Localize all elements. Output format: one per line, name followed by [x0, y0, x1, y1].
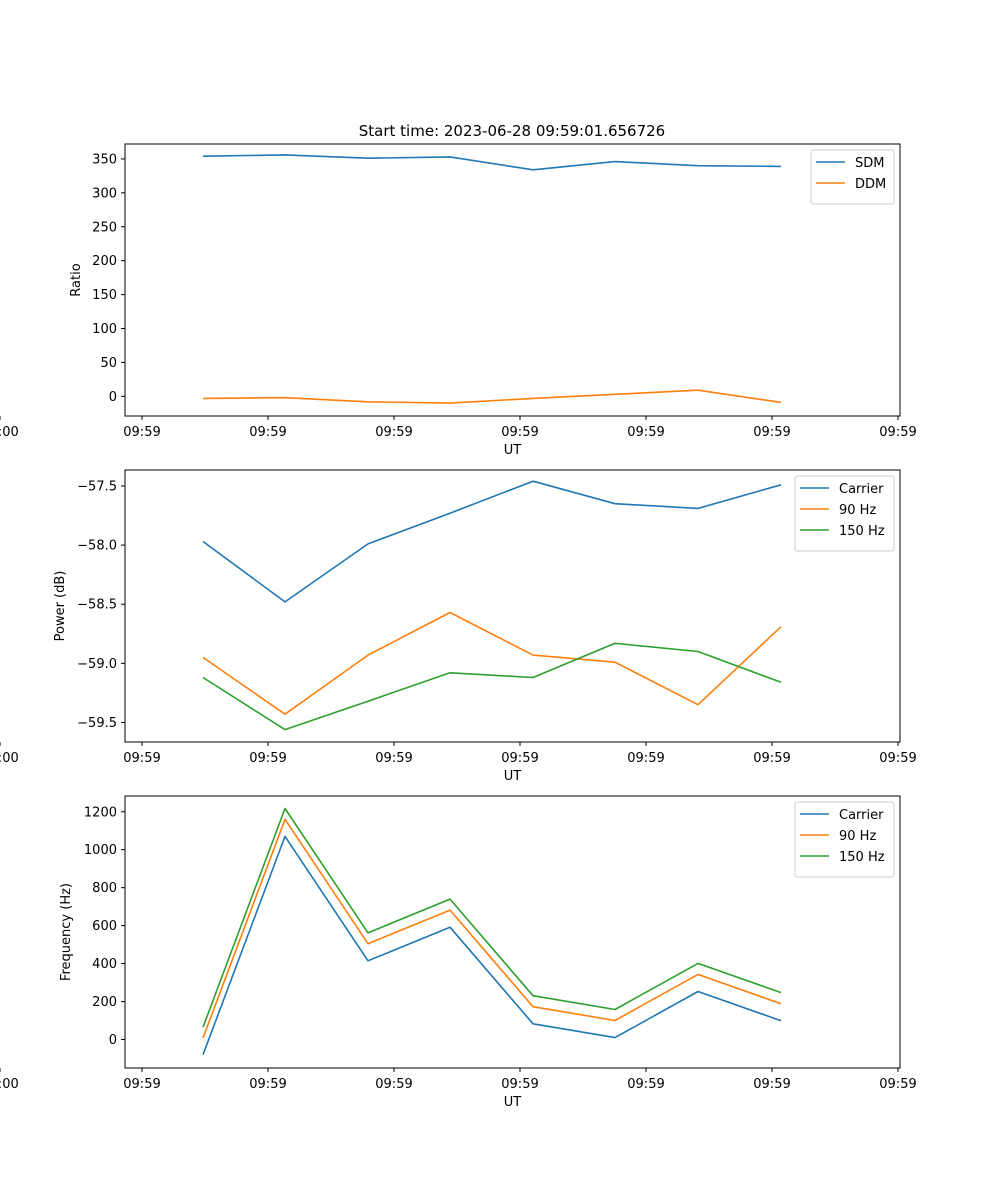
series-line-150-hz: [202, 807, 782, 1028]
legend-label: DDM: [855, 177, 886, 192]
y-tick-label: 0: [109, 390, 117, 405]
y-tick-label: 600: [92, 919, 117, 934]
y-tick-label: −58.5: [77, 598, 117, 613]
legend-label: 90 Hz: [839, 503, 876, 518]
x-tick-label: 09:59: [375, 1077, 412, 1092]
y-tick-label: −59.5: [77, 716, 117, 731]
series-line-90-hz: [202, 818, 782, 1039]
series-line-carrier: [202, 480, 782, 603]
x-tick-label: 09:59: [753, 425, 790, 440]
y-tick-label: −59.0: [77, 657, 117, 672]
y-tick-label: 350: [92, 152, 117, 167]
series-line-ddm: [202, 389, 782, 404]
y-tick-label: −57.5: [77, 479, 117, 494]
x-tick-label: 09:59: [123, 425, 160, 440]
y-tick-label: 800: [92, 881, 117, 896]
y-tick-label: 0: [109, 1033, 117, 1048]
x-tick-label: 09:59: [627, 1077, 664, 1092]
x-tick-label: 09:59: [375, 425, 412, 440]
x-tick-label: 09:59: [879, 425, 916, 440]
x-tick-label: 09:59: [501, 751, 538, 766]
y-axis-label: Frequency (Hz): [59, 883, 74, 981]
y-tick-label: 50: [100, 356, 117, 371]
y-axis-label: Ratio: [69, 263, 84, 296]
legend-label: 90 Hz: [839, 829, 876, 844]
y-tick-label: 300: [92, 186, 117, 201]
x-tick-label: 10:00: [0, 751, 19, 766]
x-tick-label: 09:59: [627, 425, 664, 440]
x-tick-label: 09:59: [375, 751, 412, 766]
legend-box: [810, 149, 895, 205]
series-line-carrier: [202, 835, 782, 1055]
x-tick-label: 09:59: [123, 751, 160, 766]
series-line-90-hz: [202, 611, 782, 716]
x-tick-label: 09:59: [753, 751, 790, 766]
legend-label: Carrier: [839, 808, 884, 823]
y-tick-label: 150: [92, 288, 117, 303]
y-tick-label: 400: [92, 957, 117, 972]
legend-label: 150 Hz: [839, 850, 885, 865]
legend-label: Carrier: [839, 482, 884, 497]
panels: 09:59 09:59 09:59 09:59 09:59 09:59 09:59 10:00…: [0, 143, 917, 1110]
panel-2: 09:59 09:59 09:59 09:59 09:59 09:59 09:59 10:00…: [0, 469, 917, 784]
x-tick-label: 09:59: [249, 1077, 286, 1092]
x-axis-label: UT: [504, 769, 522, 784]
plot-frame: [124, 143, 901, 417]
x-tick-label: 09:59: [249, 425, 286, 440]
legend-label: 150 Hz: [839, 524, 885, 539]
panel-3: 09:59 09:59 09:59 09:59 09:59 09:59 09:59 10:00…: [0, 795, 917, 1110]
legend-box: [794, 475, 895, 552]
x-tick-label: 09:59: [501, 425, 538, 440]
y-tick-label: 200: [92, 254, 117, 269]
x-axis-label: UT: [504, 1095, 522, 1110]
y-tick-label: 100: [92, 322, 117, 337]
y-tick-label: 200: [92, 995, 117, 1010]
y-tick-label: 1200: [84, 805, 117, 820]
x-tick-label: 09:59: [879, 751, 916, 766]
y-tick-label: 250: [92, 220, 117, 235]
x-tick-label: 09:59: [753, 1077, 790, 1092]
y-tick-label: −58.0: [77, 539, 117, 554]
x-tick-label: 09:59: [879, 1077, 916, 1092]
panel-1: 09:59 09:59 09:59 09:59 09:59 09:59 09:59 10:00…: [0, 143, 917, 458]
legend-label: SDM: [855, 156, 884, 171]
x-tick-label: 09:59: [501, 1077, 538, 1092]
x-tick-label: 10:00: [0, 425, 19, 440]
x-tick-label: 09:59: [627, 751, 664, 766]
plot-frame: [124, 469, 901, 743]
x-tick-label: 09:59: [123, 1077, 160, 1092]
x-tick-label: 09:59: [249, 751, 286, 766]
x-tick-label: 10:00: [0, 1077, 19, 1092]
figure-title: Start time: 2023-06-28 09:59:01.656726: [359, 122, 665, 140]
y-axis-label: Power (dB): [53, 571, 68, 642]
series-line-sdm: [202, 154, 782, 171]
plot-frame: [124, 795, 901, 1069]
x-axis-label: UT: [504, 443, 522, 458]
y-tick-label: 1000: [84, 843, 117, 858]
series-line-150-hz: [202, 642, 782, 731]
legend-box: [794, 801, 895, 878]
